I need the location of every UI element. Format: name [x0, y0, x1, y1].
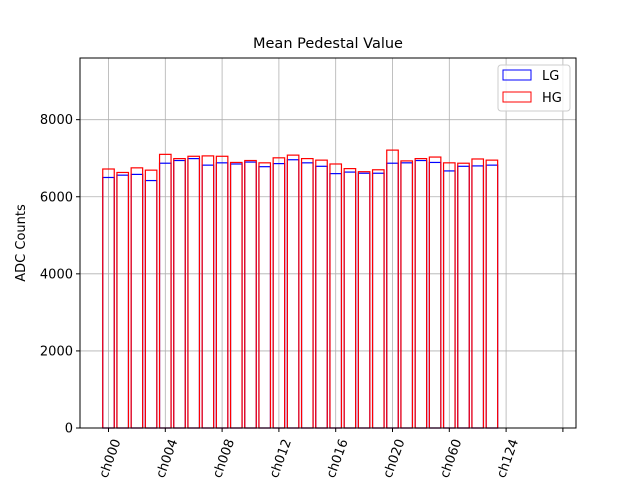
y-tick-label: 2000	[40, 344, 73, 359]
legend-label-hg: HG	[542, 91, 562, 106]
y-tick-label: 8000	[40, 113, 73, 128]
y-tick-label: 0	[65, 422, 73, 437]
y-tick-label: 4000	[40, 267, 73, 282]
y-axis-label: ADC Counts	[14, 204, 29, 282]
chart-title: Mean Pedestal Value	[253, 36, 403, 52]
legend-swatch-hg	[502, 91, 532, 103]
grid-layer	[80, 58, 576, 429]
plot-frame	[79, 57, 577, 429]
y-tick-label: 6000	[40, 190, 73, 205]
legend: LG HG	[497, 64, 571, 112]
legend-box	[497, 64, 571, 112]
legend-label-lg: LG	[542, 69, 559, 84]
legend-swatch-lg	[502, 69, 532, 81]
